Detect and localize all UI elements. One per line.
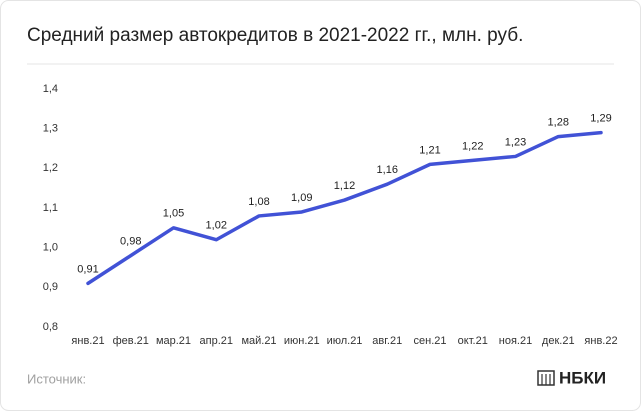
data-label: 1,22 <box>462 140 483 152</box>
x-tick-label: май.21 <box>241 335 276 347</box>
x-tick-label: окт.21 <box>458 335 488 347</box>
x-tick-label: июл.21 <box>327 335 363 347</box>
data-label: 1,29 <box>590 113 611 125</box>
logo: НБКИ <box>559 368 606 387</box>
x-tick-label: янв.22 <box>584 335 617 347</box>
logo-icon <box>537 370 555 386</box>
data-label: 1,28 <box>548 117 569 129</box>
y-tick-label: 1,3 <box>43 123 58 135</box>
data-label: 0,91 <box>77 263 98 275</box>
x-tick-label: фев.21 <box>113 335 149 347</box>
y-tick-label: 1,2 <box>43 162 58 174</box>
y-tick-label: 1,0 <box>43 242 58 254</box>
x-tick-label: апр.21 <box>200 335 233 347</box>
data-label: 1,08 <box>248 196 269 208</box>
data-label: 0,98 <box>120 236 141 248</box>
x-tick-label: сен.21 <box>414 335 447 347</box>
data-label: 1,05 <box>163 208 184 220</box>
x-tick-label: дек.21 <box>542 335 575 347</box>
line <box>86 130 603 286</box>
x-tick-label: июн.21 <box>284 335 320 347</box>
data-label: 1,23 <box>505 136 526 148</box>
y-tick-label: 0,9 <box>43 281 58 293</box>
data-label: 1,21 <box>419 144 440 156</box>
data-label: 1,09 <box>291 192 312 204</box>
data-label: 1,02 <box>206 220 227 232</box>
x-tick-label: авг.21 <box>372 335 402 347</box>
data-label: 1,16 <box>377 164 398 176</box>
y-tick-label: 1,1 <box>43 202 58 214</box>
y-tick-label: 0,8 <box>43 321 58 333</box>
x-tick-label: янв.21 <box>71 335 104 347</box>
data-label: 1,12 <box>334 180 355 192</box>
x-tick-label: мар.21 <box>156 335 191 347</box>
y-tick-label: 1,4 <box>43 83 58 95</box>
source: Источник: <box>27 371 86 386</box>
x-tick-label: ноя.21 <box>499 335 532 347</box>
chart-title: Средний размер автокредитов в 2021-2022 … <box>27 25 523 46</box>
